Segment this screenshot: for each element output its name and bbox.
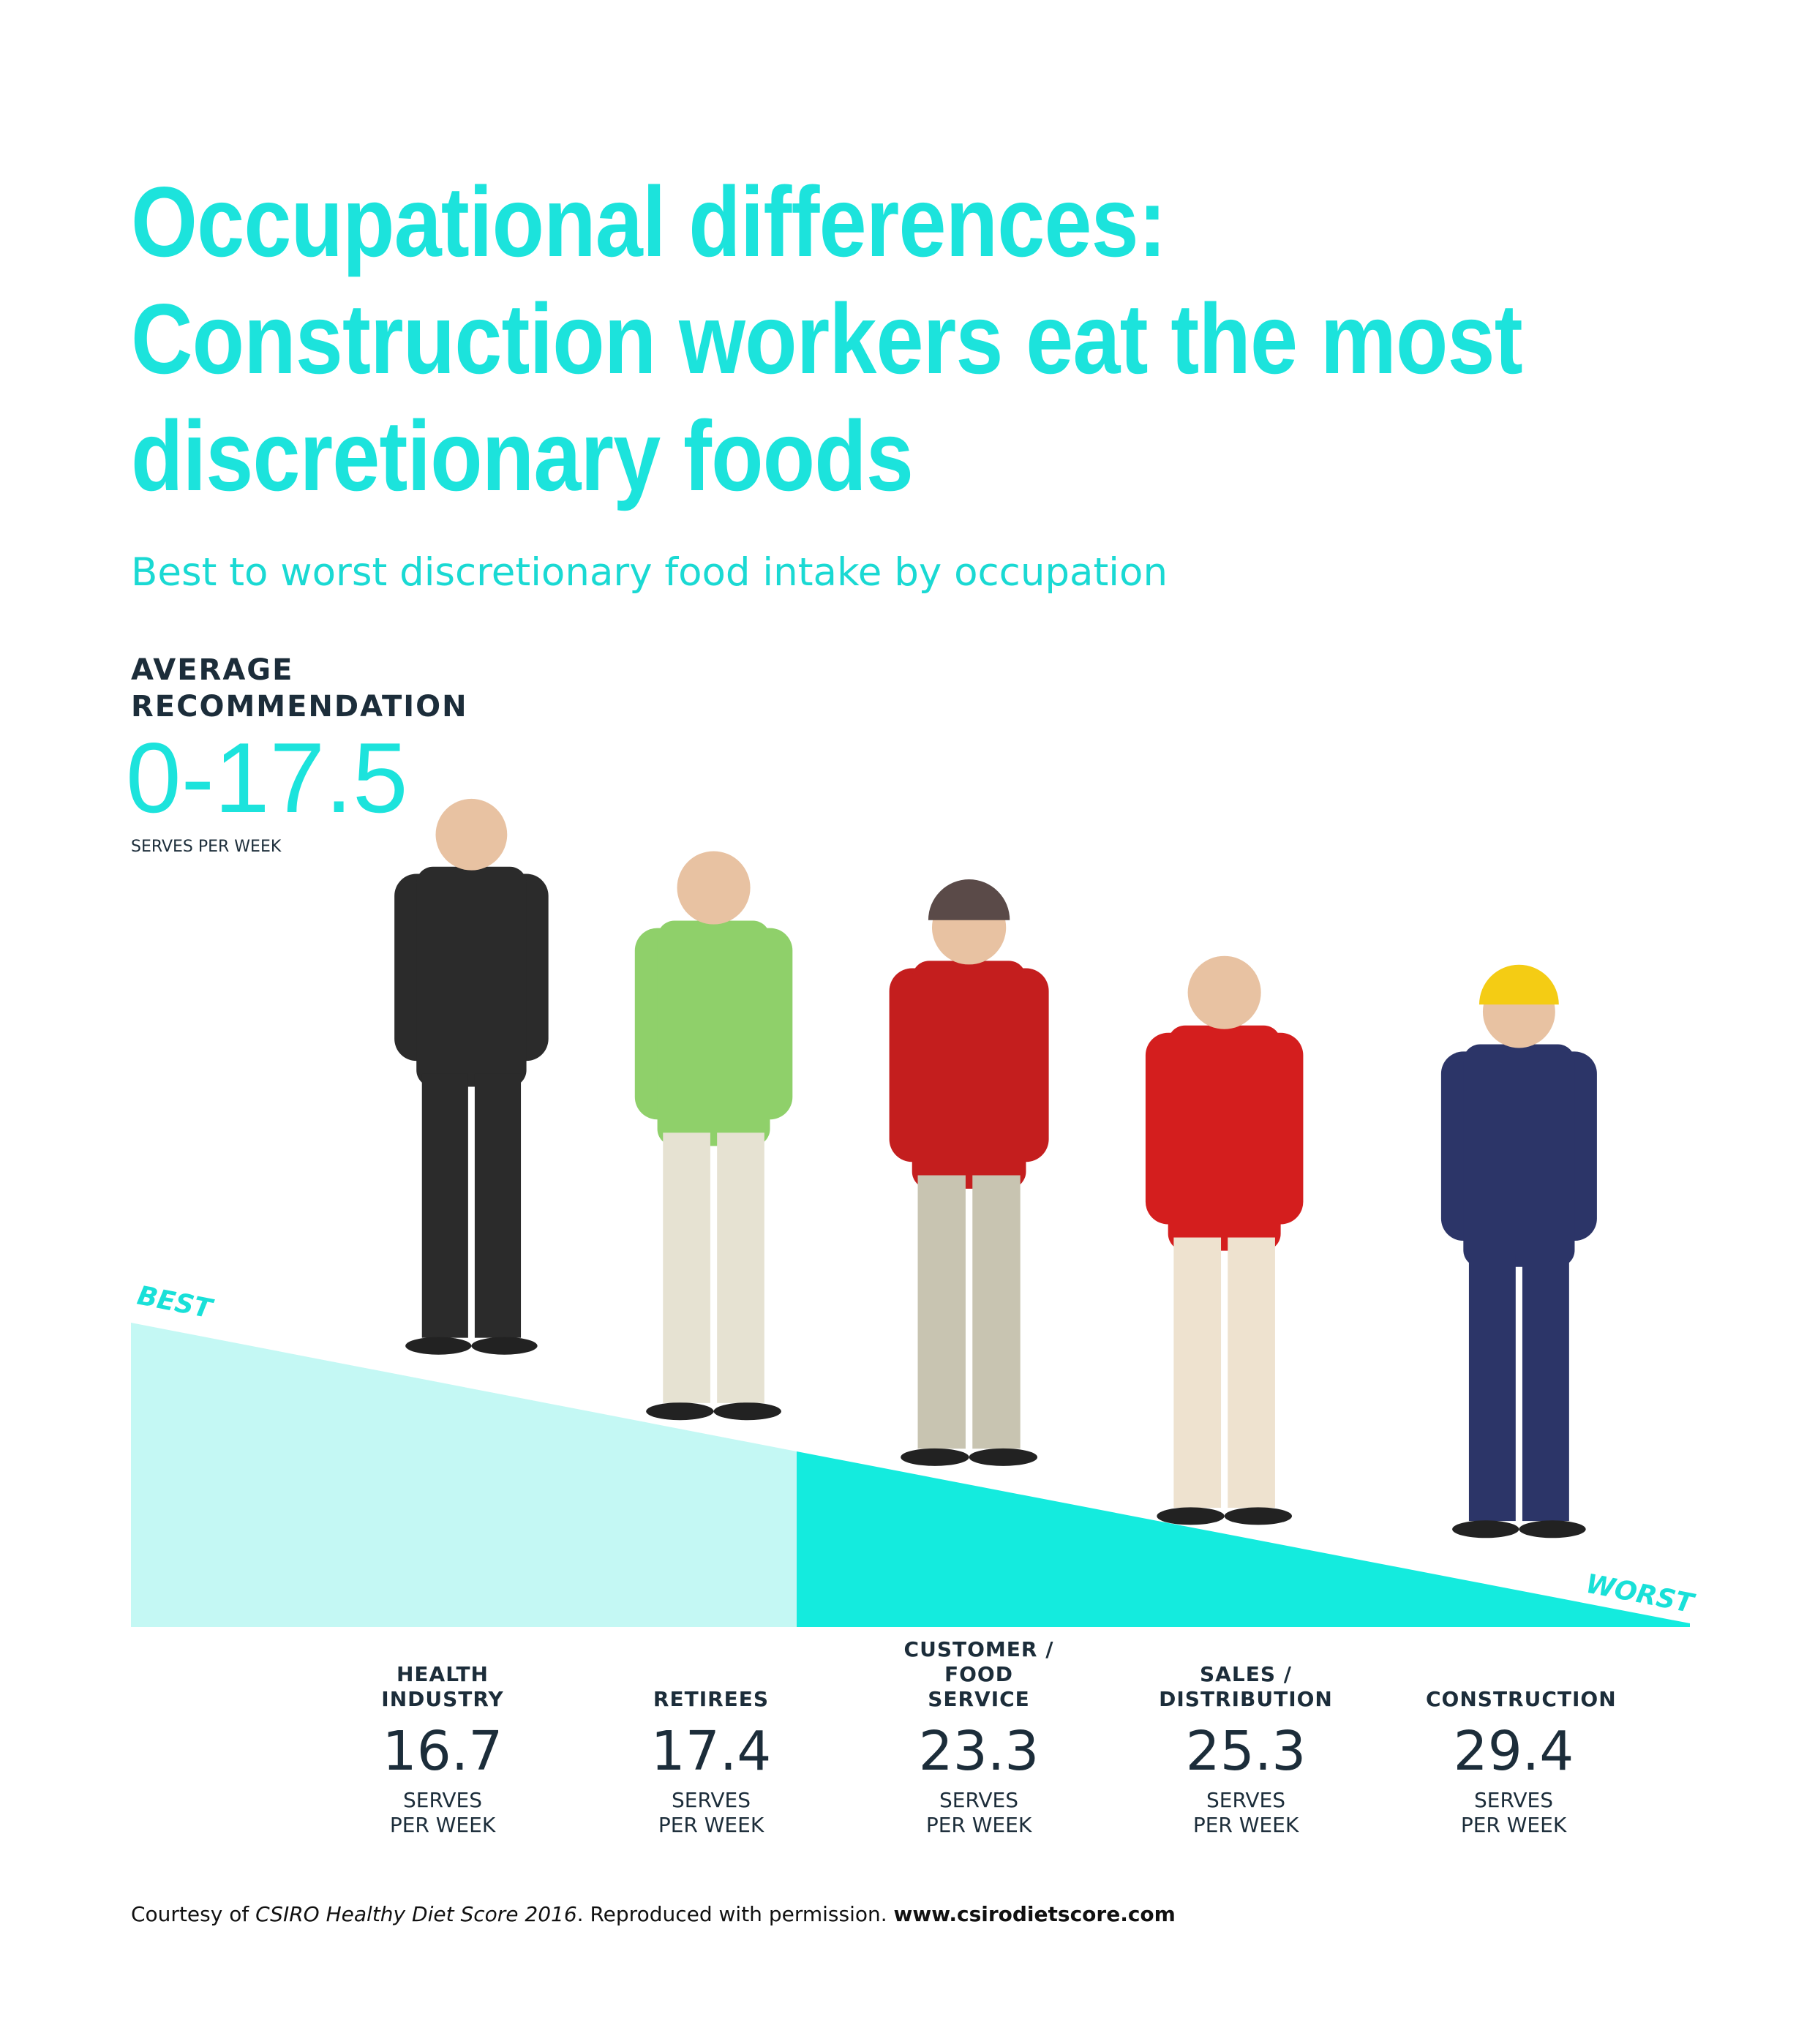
occupation-name-box: SALES / DISTRIBUTION — [1129, 1661, 1363, 1712]
occupation-unit: SERVES PER WEEK — [658, 1788, 764, 1837]
occupation-unit: SERVES PER WEEK — [925, 1788, 1032, 1837]
shoe — [713, 1402, 781, 1421]
footer-url: www.csirodietscore.com — [893, 1902, 1176, 1926]
leg — [1173, 1237, 1222, 1508]
shoe — [1224, 1507, 1293, 1525]
torso — [1168, 1025, 1281, 1251]
shoe — [969, 1448, 1038, 1466]
occupation-value: 16.7 — [382, 1720, 503, 1783]
occupation-unit: SERVES PER WEEK — [389, 1788, 496, 1837]
footer: Courtesy of CSIRO Healthy Diet Score 201… — [131, 1902, 1176, 1926]
leg — [421, 1073, 468, 1338]
shoe — [1452, 1520, 1519, 1538]
occupation-name-box: CONSTRUCTION — [1397, 1661, 1631, 1712]
shoe — [646, 1402, 714, 1421]
footer-note: . Reproduced with permission. — [576, 1902, 887, 1926]
recommendation-label: RECOMMENDATION — [131, 690, 468, 724]
shoe — [1519, 1520, 1586, 1538]
leg — [917, 1175, 966, 1449]
leg — [663, 1132, 710, 1403]
people — [394, 798, 1597, 1538]
person — [1440, 964, 1597, 1538]
leg — [474, 1073, 522, 1338]
head — [1187, 955, 1261, 1029]
person — [634, 851, 793, 1421]
occupation-value: 29.4 — [1453, 1720, 1574, 1783]
occupation-unit: SERVES PER WEEK — [1192, 1788, 1299, 1837]
person — [394, 798, 549, 1355]
occupation: HEALTH INDUSTRY 16.7 SERVES PER WEEK — [326, 1661, 560, 1838]
torso — [1463, 1044, 1575, 1267]
shoe — [471, 1337, 538, 1355]
hat — [1479, 964, 1559, 1005]
shoe — [901, 1448, 969, 1466]
occupation: RETIREES 17.4 SERVES PER WEEK — [594, 1661, 828, 1838]
shoe — [405, 1337, 472, 1355]
occupation-value: 25.3 — [1185, 1720, 1307, 1783]
torso — [416, 866, 527, 1087]
leg — [972, 1175, 1021, 1449]
torso — [912, 961, 1026, 1189]
occupation: CONSTRUCTION 29.4 SERVES PER WEEK — [1397, 1661, 1631, 1838]
occupation-name: SALES / DISTRIBUTION — [1159, 1662, 1333, 1711]
title-line: Occupational differences: — [131, 166, 1167, 277]
occupation-name: HEALTH INDUSTRY — [381, 1662, 504, 1711]
head — [435, 798, 508, 871]
occupation-name: CUSTOMER / FOOD SERVICE — [903, 1637, 1054, 1711]
occupation-value: 23.3 — [918, 1720, 1040, 1783]
subtitle: Best to worst discretionary food intake … — [131, 550, 1168, 595]
leg — [1228, 1237, 1275, 1508]
occupation-name: RETIREES — [653, 1687, 770, 1711]
best-wedge — [131, 1323, 797, 1627]
shoe — [1157, 1507, 1225, 1525]
head — [677, 851, 751, 925]
recommendation-unit: SERVES PER WEEK — [131, 838, 282, 856]
leg — [717, 1132, 764, 1403]
occupation-value: 17.4 — [650, 1720, 772, 1783]
recommendation-value: 0-17.5 — [126, 722, 408, 833]
leg — [1468, 1253, 1516, 1522]
occupation-name-box: CUSTOMER / FOOD SERVICE — [862, 1637, 1096, 1712]
title-line: discretionary foods — [131, 400, 914, 511]
footer-prefix: Courtesy of — [131, 1902, 249, 1926]
best-label: BEST — [135, 1281, 216, 1325]
hat — [928, 879, 1010, 920]
title-line: Construction workers eat the most — [131, 283, 1523, 394]
occupation-name-box: HEALTH INDUSTRY — [326, 1661, 560, 1712]
worst-wedge — [797, 1451, 1690, 1627]
occupation-name: CONSTRUCTION — [1426, 1687, 1617, 1711]
occupation-unit: SERVES PER WEEK — [1460, 1788, 1567, 1837]
footer-source: CSIRO Healthy Diet Score 2016 — [255, 1902, 577, 1926]
leg — [1522, 1253, 1569, 1522]
torso — [657, 920, 770, 1146]
person — [1145, 955, 1304, 1525]
occupation-name-box: RETIREES — [594, 1661, 828, 1712]
occupation: SALES / DISTRIBUTION 25.3 SERVES PER WEEK — [1129, 1661, 1363, 1838]
occupation: CUSTOMER / FOOD SERVICE 23.3 SERVES PER WE… — [862, 1637, 1096, 1838]
person — [889, 879, 1049, 1466]
recommendation-label: AVERAGE — [131, 653, 294, 687]
